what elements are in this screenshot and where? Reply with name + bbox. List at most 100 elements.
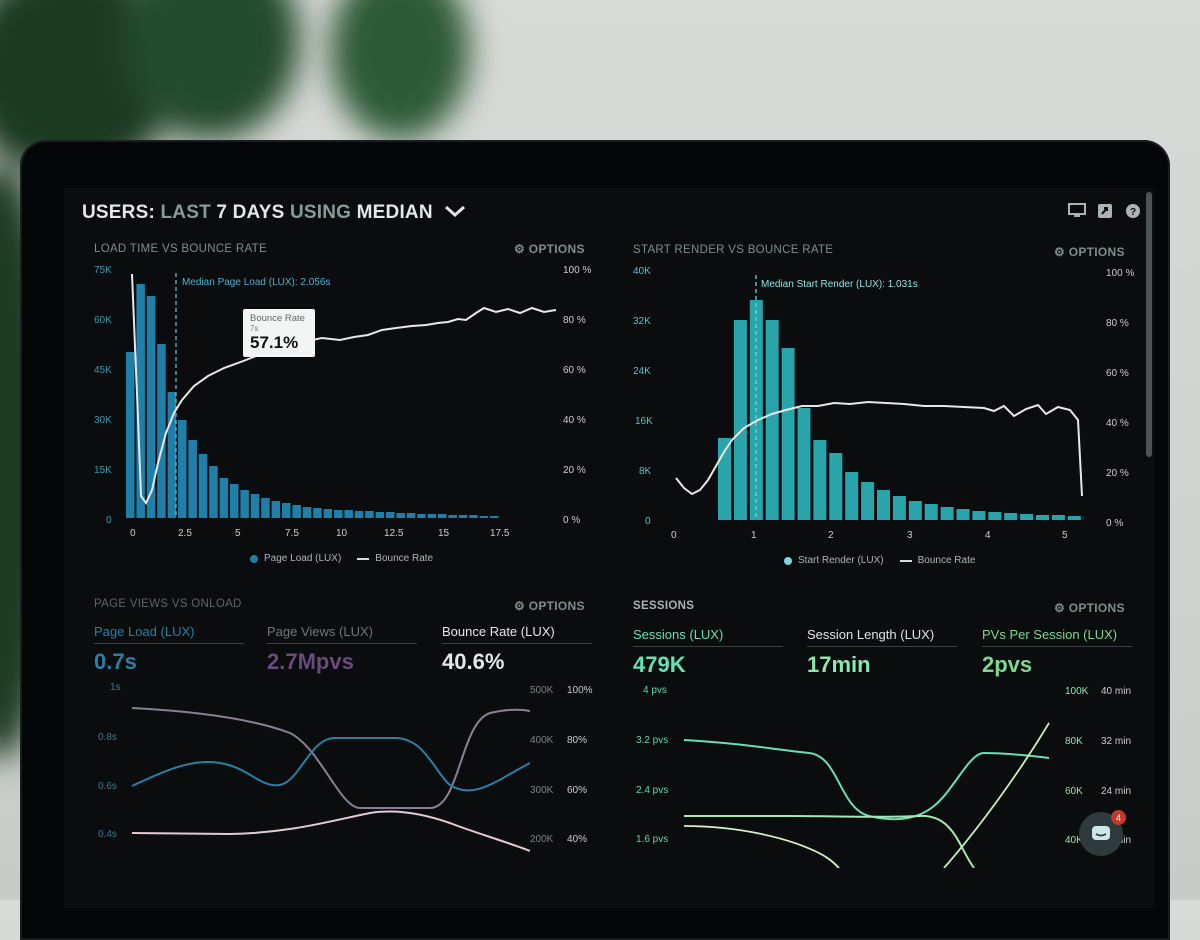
histogram-bar	[313, 508, 322, 518]
histogram-bar	[157, 344, 166, 518]
histogram-panel2	[674, 270, 1084, 530]
histogram-bar	[365, 511, 374, 518]
histogram-bar	[766, 320, 779, 520]
histogram-bar	[469, 515, 478, 518]
median-label-panel2: Median Start Render (LUX): 1.031s	[761, 279, 918, 290]
histogram-bar	[230, 484, 239, 518]
histogram-bar	[292, 505, 301, 518]
bars-start-render	[718, 300, 1084, 520]
dashboard-screen: USERS: LAST 7 DAYS USING MEDIAN ? LOAD T…	[64, 188, 1154, 908]
histogram-bar	[957, 509, 970, 520]
help-icon[interactable]: ?	[1124, 202, 1142, 220]
histogram-bar	[334, 510, 343, 518]
histogram-bar	[355, 511, 364, 518]
metric-label-page-load: Page Load (LUX)	[94, 624, 194, 639]
session-length-line	[684, 826, 839, 868]
page-title[interactable]: USERS: LAST 7 DAYS USING MEDIAN	[82, 202, 466, 224]
histogram-bar	[199, 454, 208, 518]
histogram-bar	[925, 504, 938, 520]
metric-value-pvs-per-session: 2pvs	[982, 652, 1032, 678]
monitor-bezel: USERS: LAST 7 DAYS USING MEDIAN ? LOAD T…	[20, 140, 1170, 940]
divider	[442, 643, 592, 644]
metric-label-pvs-per-session: PVs Per Session (LUX)	[982, 627, 1117, 642]
histogram-bar	[344, 510, 353, 518]
background-plant	[330, 0, 470, 140]
legend-line-icon	[357, 558, 369, 560]
page-load-line	[132, 738, 530, 790]
legend-dot-icon	[250, 555, 258, 563]
histogram-bar	[941, 507, 954, 520]
chevron-down-icon[interactable]	[444, 202, 466, 224]
divider	[982, 646, 1132, 647]
divider	[267, 643, 417, 644]
panel-title-sessions: SESSIONS	[633, 600, 694, 612]
panel-title-start-render: START RENDER VS BOUNCE RATE	[633, 244, 833, 256]
scrollbar[interactable]	[1146, 192, 1152, 457]
monitor-icon[interactable]	[1068, 202, 1086, 220]
metric-value-session-length: 17min	[807, 652, 871, 678]
options-button-panel4[interactable]: ⚙ OPTIONS	[1054, 601, 1125, 615]
notification-badge: 4	[1111, 810, 1126, 825]
histogram-bar	[188, 440, 197, 518]
histogram-bar	[303, 507, 312, 518]
options-button-panel1[interactable]: ⚙ OPTIONS	[514, 242, 585, 256]
legend-line-icon	[900, 560, 912, 562]
legend-label-page-load: Page Load (LUX)	[264, 553, 341, 564]
metric-value-bounce-rate: 40.6%	[442, 649, 504, 675]
divider	[633, 646, 783, 647]
histogram-bar	[893, 496, 906, 520]
histogram-bar	[178, 420, 187, 518]
histogram-bar	[407, 513, 416, 518]
histogram-bar	[972, 511, 985, 520]
histogram-bar	[240, 490, 249, 518]
histogram-bar	[480, 516, 489, 518]
histogram-bar	[386, 512, 395, 518]
share-icon[interactable]	[1096, 202, 1114, 220]
divider	[94, 643, 244, 644]
histogram-bar	[261, 498, 270, 518]
tooltip: Bounce Rate 7s 57.1%	[243, 309, 315, 357]
histogram-bar	[251, 494, 259, 518]
metric-label-session-length: Session Length (LUX)	[807, 627, 934, 642]
histogram-bar	[428, 514, 437, 518]
svg-text:?: ?	[1130, 207, 1136, 218]
histogram-bar	[1068, 516, 1081, 520]
legend-label-start-render: Start Render (LUX)	[798, 555, 884, 566]
page-views-line	[132, 708, 530, 808]
legend-dot-icon	[784, 557, 792, 565]
histogram-bar	[861, 482, 874, 520]
histogram-bar	[734, 320, 747, 520]
histogram-bar	[490, 516, 499, 518]
histogram-bar	[438, 514, 447, 518]
histogram-bar	[376, 512, 385, 518]
histogram-bar	[1020, 514, 1033, 520]
histogram-bar	[782, 348, 795, 520]
histogram-bar	[813, 440, 826, 520]
histogram-bar	[909, 501, 922, 520]
sessions-line	[684, 740, 1049, 819]
metric-label-bounce-rate: Bounce Rate (LUX)	[442, 624, 555, 639]
options-button-panel3[interactable]: ⚙ OPTIONS	[514, 599, 585, 613]
histogram-bar	[459, 515, 468, 518]
histogram-bar	[282, 503, 291, 518]
histogram-bar	[1004, 513, 1017, 520]
legend-panel2: Start Render (LUX) Bounce Rate	[784, 555, 975, 566]
metric-value-page-load: 0.7s	[94, 649, 137, 675]
histogram-bar	[126, 352, 135, 518]
histogram-bar	[220, 478, 229, 518]
histogram-bar	[324, 509, 333, 518]
options-button-panel2[interactable]: ⚙ OPTIONS	[1054, 245, 1125, 259]
histogram-panel1	[126, 268, 556, 528]
bounce-rate-line	[132, 811, 530, 851]
panel-title-page-views: PAGE VIEWS VS ONLOAD	[94, 598, 242, 610]
metric-label-page-views: Page Views (LUX)	[267, 624, 373, 639]
histogram-bar	[272, 501, 281, 518]
histogram-bar	[877, 490, 890, 520]
metric-label-sessions: Sessions (LUX)	[633, 627, 723, 642]
divider	[807, 646, 957, 647]
legend-label-bounce: Bounce Rate	[375, 553, 433, 564]
histogram-bar	[798, 408, 811, 520]
histogram-bar	[1052, 515, 1065, 520]
histogram-bar	[417, 514, 426, 518]
session-length-line-right	[944, 723, 1049, 868]
